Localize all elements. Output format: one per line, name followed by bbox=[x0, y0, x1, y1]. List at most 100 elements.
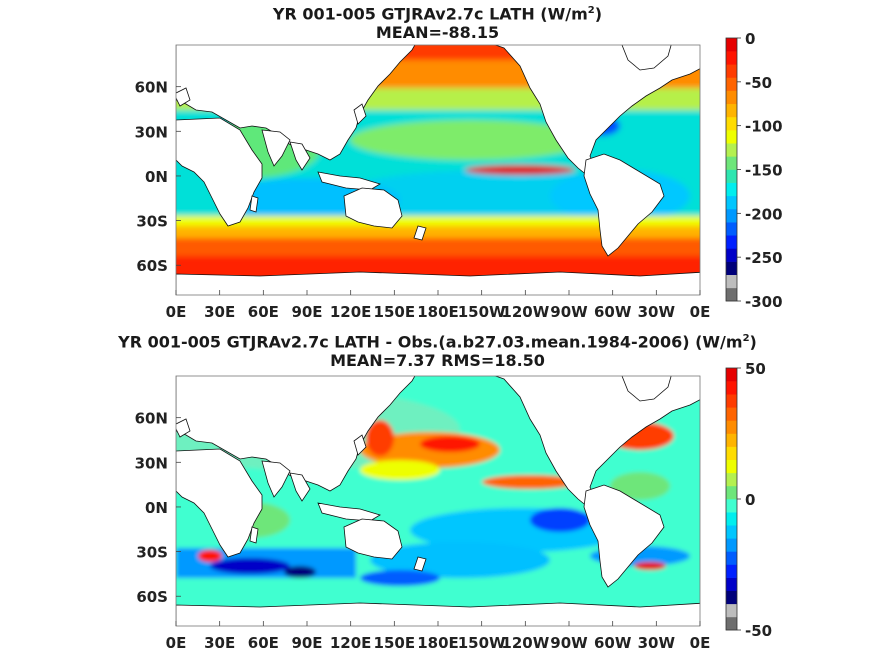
bottom-y-tick-label: 30S bbox=[136, 544, 168, 562]
bottom-colorbar-swatch bbox=[726, 472, 737, 487]
top-x-tick-label: 150E bbox=[374, 303, 416, 321]
bottom-x-tick-label: 150E bbox=[374, 634, 416, 652]
bottom-colorbar-swatch bbox=[726, 420, 737, 434]
bottom-y-tick-label: 0N bbox=[145, 499, 168, 517]
top-colorbar-label: -250 bbox=[745, 249, 783, 267]
top-colorbar-swatch bbox=[726, 235, 737, 249]
bottom-colorbar-swatch bbox=[726, 485, 737, 500]
bottom-y-tick-label: 60S bbox=[136, 588, 168, 606]
top-colorbar-swatch bbox=[726, 143, 737, 157]
bottom-colorbar-swatch bbox=[726, 499, 737, 513]
top-colorbar-label: -50 bbox=[745, 74, 772, 92]
bottom-colorbar-swatch bbox=[726, 603, 737, 618]
top-colorbar-swatch bbox=[726, 51, 737, 65]
bottom-y-ticks: 60N 30N 0N 30S 60S bbox=[135, 410, 181, 606]
top-colorbar-swatch bbox=[726, 248, 737, 262]
top-x-tick-label: 30E bbox=[204, 303, 235, 321]
bottom-x-tick-label: 0E bbox=[690, 634, 711, 652]
bottom-x-tick-label: 60E bbox=[248, 634, 279, 652]
bottom-x-tick-label: 60W bbox=[594, 634, 632, 652]
bottom-colorbar-swatch bbox=[726, 512, 737, 526]
top-title: YR 001-005 GTJRAv2.7c LATH (W/m2) bbox=[0, 2, 875, 23]
top-x-tick-label: 90W bbox=[550, 303, 588, 321]
bottom-colorbar-swatch bbox=[726, 459, 737, 474]
top-y-tick-label: 0N bbox=[145, 168, 168, 186]
bottom-colorbar-swatch bbox=[726, 446, 737, 460]
bottom-subtitle: MEAN=7.37 RMS=18.50 bbox=[330, 351, 545, 370]
bottom-title: YR 001-005 GTJRAv2.7c LATH - Obs.(a.b27.… bbox=[0, 330, 875, 351]
top-colorbar-swatch bbox=[726, 261, 737, 275]
top-y-tick-label: 60S bbox=[136, 257, 168, 275]
bottom-colorbar-swatch bbox=[726, 394, 737, 408]
top-colorbar-swatch bbox=[726, 169, 737, 183]
bottom-colorbar-label: -50 bbox=[745, 622, 772, 640]
bottom-colorbar-label: 50 bbox=[745, 360, 766, 378]
top-colorbar-swatch bbox=[726, 130, 737, 144]
top-colorbar-swatch bbox=[726, 222, 737, 236]
top-colorbar-label: -150 bbox=[745, 162, 783, 180]
bottom-x-tick-label: 30E bbox=[204, 634, 235, 652]
top-colorbar-swatch bbox=[726, 274, 737, 289]
bottom-colorbar-swatch bbox=[726, 551, 737, 565]
bottom-colorbar-swatch bbox=[726, 525, 737, 539]
top-colorbar-swatch bbox=[726, 90, 737, 105]
bottom-title-sup: 2 bbox=[742, 333, 750, 344]
top-colorbar-swatch bbox=[726, 208, 737, 223]
top-x-tick-label: 0E bbox=[690, 303, 711, 321]
bottom-colorbar-swatch bbox=[726, 407, 737, 421]
top-x-tick-label: 120E bbox=[330, 303, 372, 321]
top-colorbar-swatch bbox=[726, 156, 737, 170]
bottom-colorbar-swatch bbox=[726, 577, 737, 591]
top-y-tick-label: 60N bbox=[135, 79, 168, 97]
bottom-colorbar-swatch bbox=[726, 433, 737, 447]
bottom-colorbar-swatch bbox=[726, 590, 737, 605]
bottom-x-tick-label: 180E bbox=[417, 634, 459, 652]
top-colorbar-label: -200 bbox=[745, 205, 783, 223]
top-x-tick-label: 60E bbox=[248, 303, 279, 321]
top-title-sup: 2 bbox=[587, 5, 595, 16]
top-colorbar-label: 0 bbox=[745, 30, 755, 48]
top-colorbar-swatch bbox=[726, 38, 737, 52]
top-subtitle: MEAN=-88.15 bbox=[375, 23, 500, 42]
top-colorbar-swatch bbox=[726, 64, 737, 78]
bottom-colorbar: 50 0 -50 bbox=[725, 360, 772, 640]
top-colorbar-swatch bbox=[726, 287, 737, 302]
bottom-x-tick-label: 150W bbox=[458, 634, 506, 652]
bottom-x-tick-label: 30W bbox=[638, 634, 676, 652]
top-y-ticks: 60N 30N 0N 30S 60S bbox=[135, 79, 181, 275]
top-title-end: ) bbox=[594, 4, 603, 24]
top-colorbar-label: -300 bbox=[745, 293, 783, 311]
bottom-x-tick-label: 90W bbox=[550, 634, 588, 652]
bottom-colorbar-swatch bbox=[726, 616, 737, 631]
bottom-colorbar-swatch bbox=[726, 564, 737, 578]
top-x-tick-label: 60W bbox=[594, 303, 632, 321]
top-colorbar-label: -100 bbox=[745, 118, 783, 136]
top-colorbar-swatch bbox=[726, 116, 737, 131]
bottom-x-tick-label: 90E bbox=[291, 634, 322, 652]
top-colorbar-swatch bbox=[726, 77, 737, 91]
top-x-tick-label: 0E bbox=[166, 303, 187, 321]
top-colorbar-swatch bbox=[726, 103, 737, 118]
bottom-title-end: ) bbox=[749, 332, 757, 352]
bottom-colorbar-swatch bbox=[726, 381, 737, 395]
top-title-text: YR 001-005 GTJRAv2.7c LATH (W/m bbox=[272, 4, 588, 24]
top-x-tick-label: 90E bbox=[291, 303, 322, 321]
top-colorbar: 0 -50 -100 -150 -200 -250 -300 bbox=[725, 30, 783, 311]
bottom-y-tick-label: 60N bbox=[135, 410, 168, 428]
top-colorbar-swatch bbox=[726, 182, 737, 197]
top-colorbar-swatch bbox=[726, 195, 737, 210]
bottom-colorbar-swatch bbox=[726, 368, 737, 382]
top-y-tick-label: 30S bbox=[136, 213, 168, 231]
bottom-colorbar-label: 0 bbox=[745, 491, 755, 509]
bottom-x-tick-label: 120E bbox=[330, 634, 372, 652]
top-x-tick-label: 180E bbox=[417, 303, 459, 321]
top-x-tick-label: 150W bbox=[458, 303, 506, 321]
top-y-tick-label: 30N bbox=[135, 123, 168, 141]
bottom-title-text: YR 001-005 GTJRAv2.7c LATH - Obs.(a.b27.… bbox=[118, 332, 743, 352]
top-x-tick-label: 30W bbox=[638, 303, 676, 321]
